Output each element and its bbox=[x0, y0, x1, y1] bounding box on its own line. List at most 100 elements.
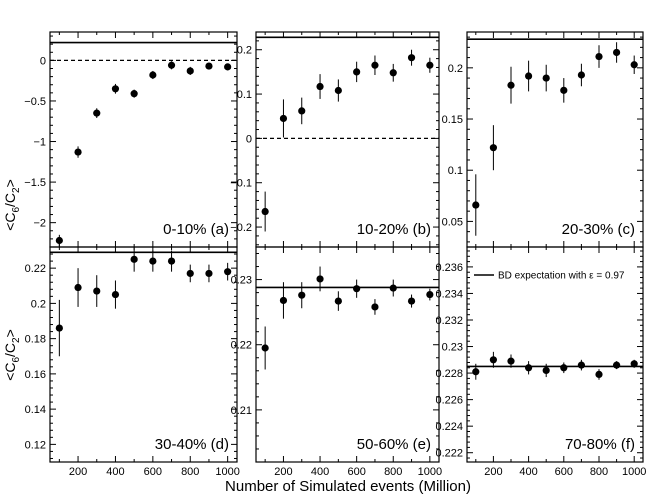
x-axis-label: Number of Simulated events (Million) bbox=[225, 478, 471, 495]
y-tick-label: −2 bbox=[33, 218, 46, 230]
y-tick-label: 0.2 bbox=[237, 45, 252, 57]
y-tick-label: 0.226 bbox=[435, 395, 463, 407]
panel-6: 200 400 600 800 1000 0.222 0.224 0.226 0.228 0.23… bbox=[435, 246, 646, 478]
y-tick-label: 0.222 bbox=[435, 448, 463, 460]
data-point bbox=[426, 290, 434, 299]
data-point bbox=[407, 297, 416, 305]
y-tick-label: 0.18 bbox=[25, 334, 46, 346]
y-tick-label: 0.234 bbox=[435, 288, 463, 300]
x-tick-label: 200 bbox=[69, 466, 87, 478]
panel-label: 50-60% (e) bbox=[357, 436, 431, 453]
x-tick-label: 600 bbox=[555, 466, 573, 478]
x-tick-label: 400 bbox=[311, 466, 329, 478]
data-point bbox=[560, 86, 568, 94]
data-point bbox=[613, 48, 621, 57]
data-point bbox=[472, 368, 480, 376]
y-tick-label: 0.23 bbox=[442, 342, 463, 354]
data-point bbox=[55, 324, 63, 332]
data-point bbox=[316, 275, 324, 283]
data-point bbox=[205, 269, 213, 278]
y-tick-label: 0.236 bbox=[435, 262, 463, 274]
y-tick-label: 0.22 bbox=[231, 340, 252, 352]
panel-2: −0.2 −0.1 0 0.1 0.2 10-20% (b) bbox=[230, 31, 440, 248]
data-point bbox=[630, 360, 638, 368]
y-tick-label: 0.228 bbox=[435, 368, 463, 380]
panel-label: 20-30% (c) bbox=[562, 221, 635, 238]
x-tick-label: 600 bbox=[347, 466, 365, 478]
data-point bbox=[279, 296, 288, 305]
data-point bbox=[55, 236, 63, 245]
x-tick-label: 400 bbox=[106, 466, 124, 478]
y-tick-label: 0.2 bbox=[31, 298, 46, 310]
data-point bbox=[630, 61, 638, 69]
data-point bbox=[167, 257, 176, 265]
panel-label: 10-20% (b) bbox=[357, 221, 431, 238]
y-tick-label: −1.5 bbox=[24, 177, 46, 189]
y-tick-label: 0.224 bbox=[435, 421, 463, 433]
y-tick-label: −1 bbox=[33, 137, 46, 149]
data-point bbox=[130, 90, 138, 98]
data-point bbox=[542, 74, 550, 82]
data-point bbox=[595, 52, 603, 61]
data-point bbox=[111, 290, 120, 299]
legend-label: BD expectation with ε = 0.97 bbox=[498, 271, 625, 282]
data-point bbox=[613, 361, 621, 369]
y-tick-label: 0.232 bbox=[435, 315, 463, 327]
y-tick-label: −0.1 bbox=[230, 178, 252, 190]
data-point bbox=[334, 86, 342, 95]
data-point bbox=[167, 61, 176, 69]
data-point bbox=[389, 69, 397, 77]
data-point bbox=[261, 344, 269, 352]
x-tick-label: 800 bbox=[181, 466, 199, 478]
data-point bbox=[130, 255, 138, 263]
data-point bbox=[224, 63, 232, 71]
y-axis-label-bottom: <C6/C2> bbox=[2, 329, 22, 381]
data-point bbox=[353, 285, 361, 293]
x-tick-label: 400 bbox=[519, 466, 537, 478]
data-point bbox=[489, 356, 497, 364]
y-tick-label: 0.05 bbox=[442, 216, 463, 228]
data-point bbox=[407, 54, 416, 62]
panel-4: 200 400 600 800 1000 0.12 0.14 0.16 0.18 0.2 0.22 3… bbox=[25, 246, 240, 478]
x-tick-label: 200 bbox=[484, 466, 502, 478]
data-point bbox=[224, 268, 232, 276]
data-point bbox=[261, 207, 269, 216]
y-tick-label: −0.2 bbox=[230, 222, 252, 234]
y-tick-label: 0 bbox=[246, 133, 252, 145]
data-point bbox=[489, 144, 497, 152]
x-tick-label: 1000 bbox=[215, 466, 239, 478]
data-point bbox=[595, 370, 603, 379]
panel-3: 0.05 0.1 0.15 0.2 20-30% (c) bbox=[442, 31, 644, 248]
x-tick-label: 800 bbox=[384, 466, 402, 478]
panel-5: 200 400 600 800 1000 0.21 0.22 0.23 50-60% (e) bbox=[231, 246, 442, 478]
data-point bbox=[389, 284, 397, 292]
y-tick-label: 0.1 bbox=[448, 165, 463, 177]
data-point bbox=[149, 71, 157, 79]
y-tick-label: 0.22 bbox=[25, 263, 46, 275]
x-tick-label: 200 bbox=[274, 466, 292, 478]
panel-1: −2 −1.5 −1 −0.5 0 0-10% (a) bbox=[24, 31, 238, 248]
data-point bbox=[472, 201, 480, 209]
panel-frame bbox=[466, 246, 644, 463]
data-point bbox=[111, 85, 120, 93]
data-point bbox=[560, 364, 568, 372]
data-point bbox=[525, 364, 533, 372]
y-axis-label-top: <C6/C2> bbox=[2, 179, 22, 231]
y-tick-label: −0.5 bbox=[24, 96, 46, 108]
y-tick-label: 0.15 bbox=[442, 114, 463, 126]
y-tick-label: 0.1 bbox=[237, 89, 252, 101]
data-point bbox=[577, 71, 586, 79]
panel-label: 30-40% (d) bbox=[155, 436, 229, 453]
data-point bbox=[186, 269, 194, 278]
panel-label: 0-10% (a) bbox=[163, 221, 229, 238]
data-point bbox=[316, 82, 324, 91]
y-tick-label: 0.2 bbox=[448, 63, 463, 75]
panel-frame bbox=[49, 246, 238, 463]
data-point bbox=[93, 287, 101, 295]
data-point bbox=[577, 361, 586, 369]
x-tick-label: 1000 bbox=[622, 466, 646, 478]
y-tick-label: 0 bbox=[40, 55, 46, 67]
data-point bbox=[525, 72, 533, 80]
data-point bbox=[353, 68, 361, 76]
